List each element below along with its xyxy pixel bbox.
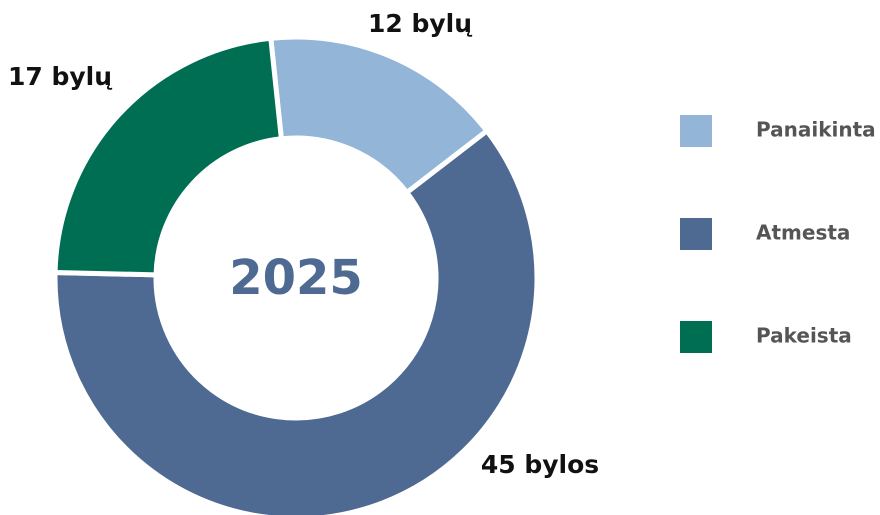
legend-label: Pakeista [756, 324, 852, 348]
donut-segment [52, 127, 540, 515]
legend-swatch [680, 218, 712, 250]
legend-label: Atmesta [756, 221, 850, 245]
legend-swatch [680, 321, 712, 353]
center-label: 2025 [229, 250, 363, 306]
value-label: 45 bylos [481, 450, 599, 479]
donut-segment [52, 35, 285, 278]
legend-swatch [680, 115, 712, 147]
legend-label: Panaikinta [756, 118, 876, 142]
value-label: 12 bylų [368, 9, 472, 38]
value-label: 17 bylų [8, 62, 112, 91]
